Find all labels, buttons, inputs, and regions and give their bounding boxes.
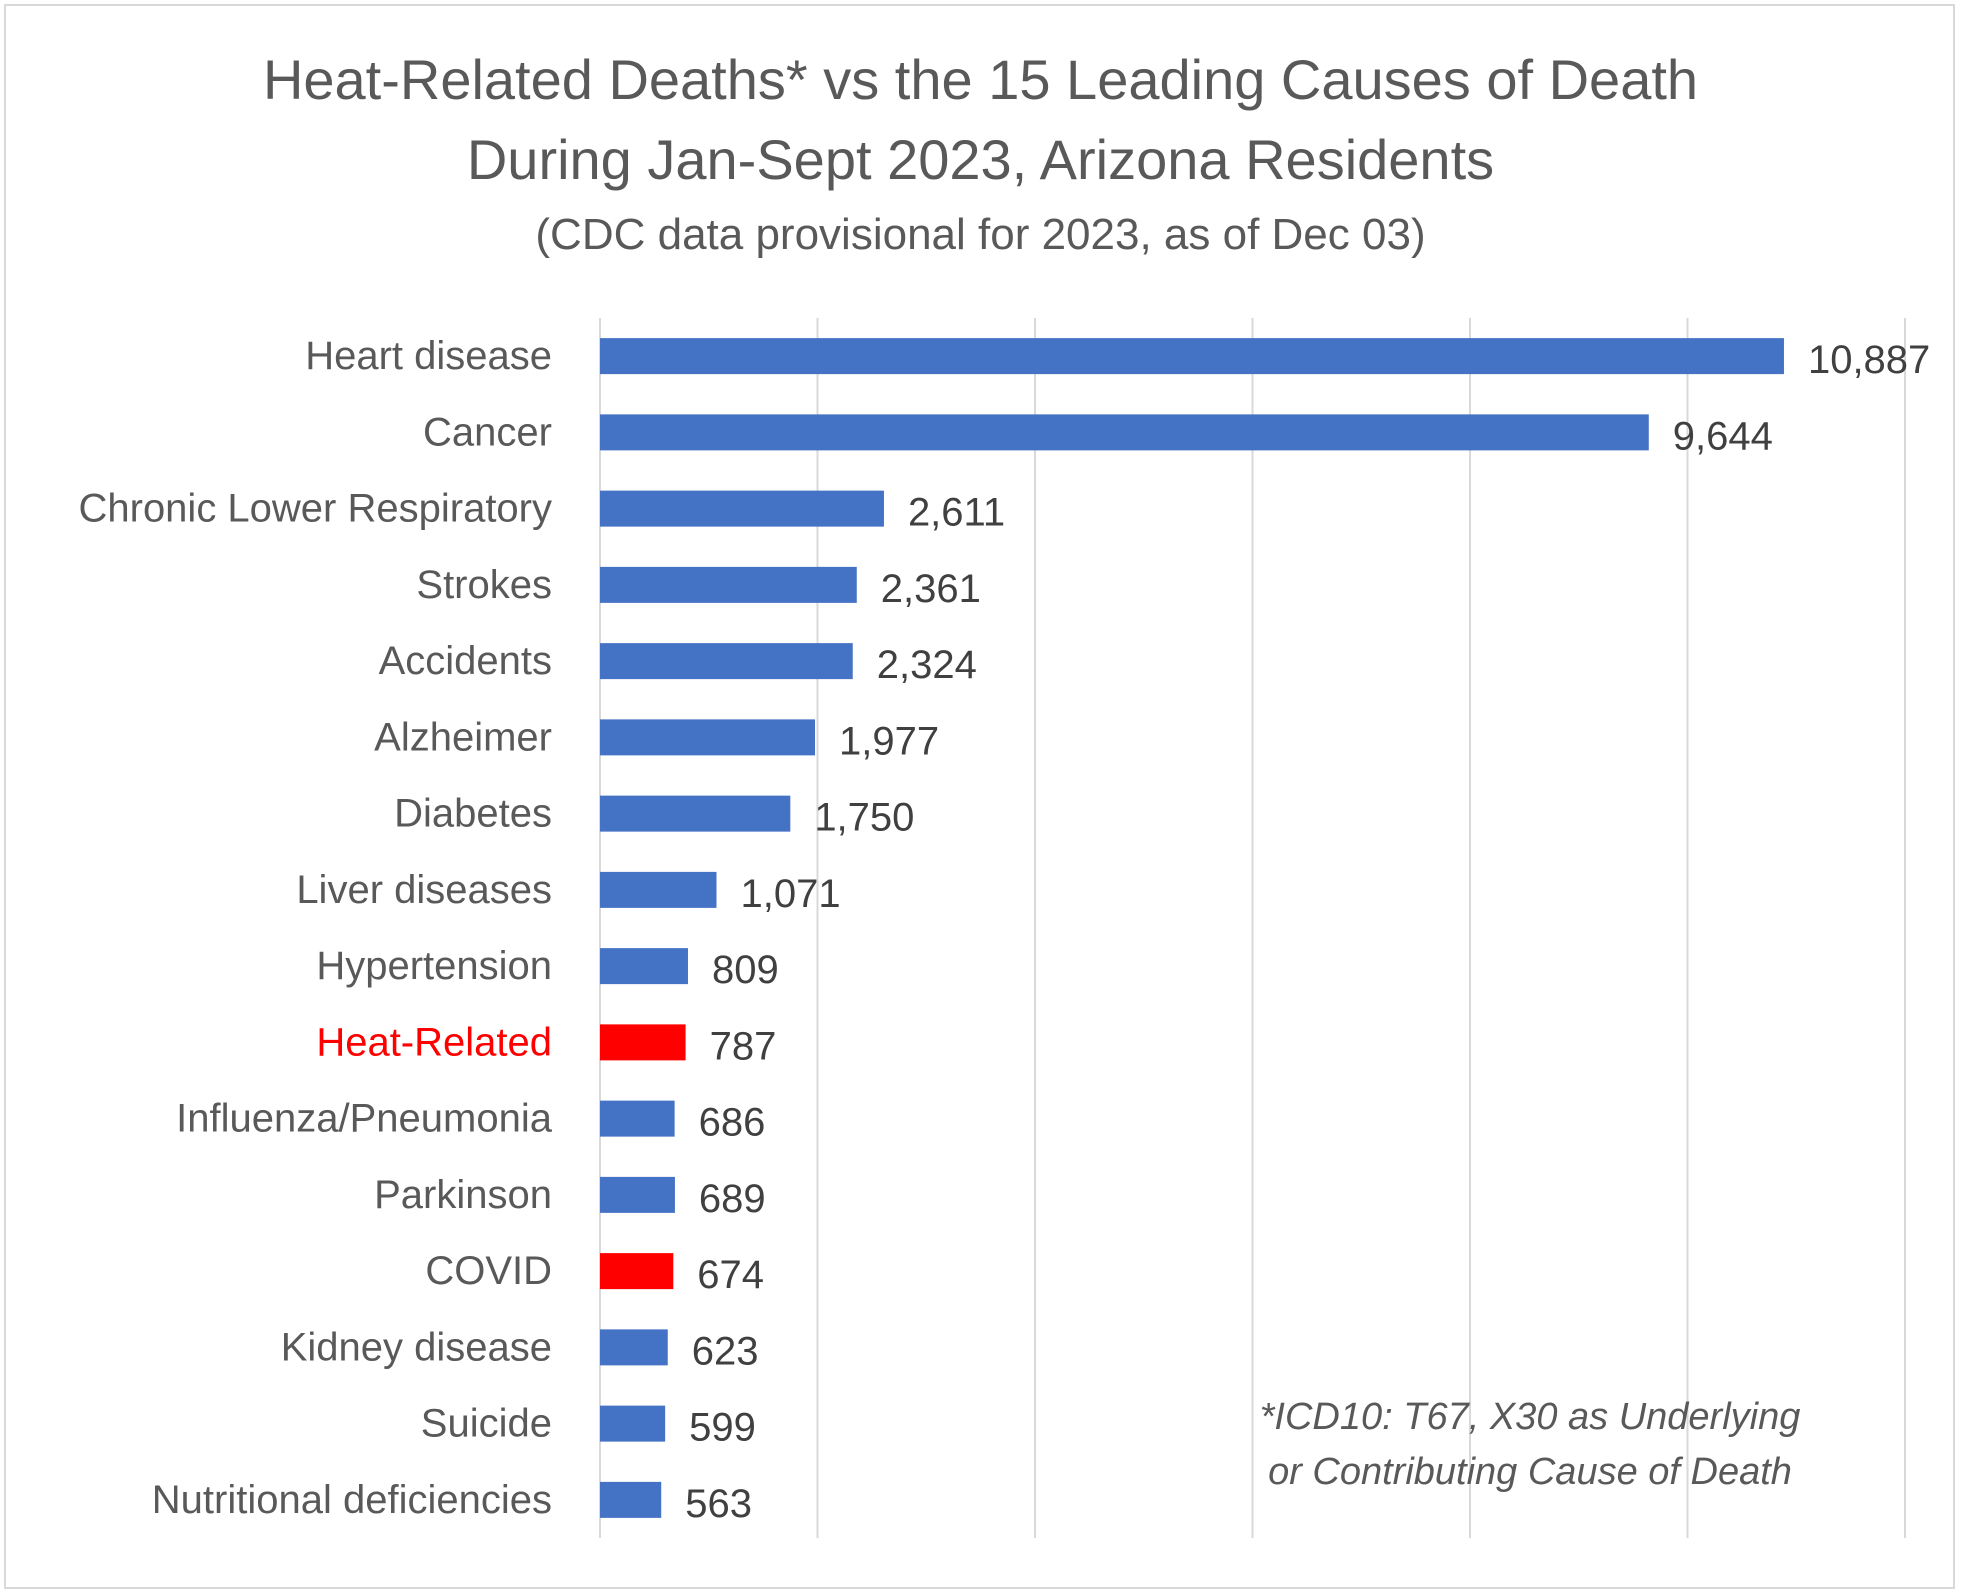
category-label-9: Heat-Related <box>316 1020 552 1064</box>
category-label-1: Cancer <box>423 410 552 454</box>
bar-1 <box>600 414 1649 451</box>
bar-12 <box>600 1253 674 1290</box>
category-label-14: Suicide <box>421 1402 552 1446</box>
value-label-7: 1,071 <box>740 872 840 916</box>
value-label-14: 599 <box>689 1406 756 1450</box>
bar-15 <box>600 1481 662 1518</box>
category-label-5: Alzheimer <box>374 715 552 759</box>
category-label-7: Liver diseases <box>296 868 552 912</box>
category-label-11: Parkinson <box>374 1173 552 1217</box>
chart-title-line-2: During Jan-Sept 2023, Arizona Residents <box>466 128 1495 191</box>
value-label-11: 689 <box>699 1177 766 1221</box>
footnote-line-2: or Contributing Cause of Death <box>1268 1451 1792 1493</box>
bar-11 <box>600 1176 675 1213</box>
bar-3 <box>600 566 857 603</box>
value-label-6: 1,750 <box>814 796 914 840</box>
value-label-2: 2,611 <box>908 491 1005 535</box>
value-label-8: 809 <box>712 948 779 992</box>
footnote-line-1: *ICD10: T67, X30 as Underlying <box>1259 1396 1801 1438</box>
bar-5 <box>600 719 815 756</box>
bar-9 <box>600 1024 686 1061</box>
category-label-8: Hypertension <box>316 944 552 988</box>
category-label-12: COVID <box>425 1249 552 1293</box>
bar-0 <box>600 338 1784 375</box>
category-label-4: Accidents <box>379 639 552 683</box>
value-label-1: 9,644 <box>1673 414 1773 458</box>
chart-title-block: Heat-Related Deaths* vs the 15 Leading C… <box>0 40 1961 270</box>
footnote: *ICD10: T67, X30 as Underlying or Contri… <box>1180 1390 1880 1500</box>
value-label-13: 623 <box>692 1329 759 1373</box>
chart-title-line-1: Heat-Related Deaths* vs the 15 Leading C… <box>262 48 1699 111</box>
value-label-3: 2,361 <box>881 567 981 611</box>
value-label-4: 2,324 <box>877 643 977 687</box>
chart-subtitle: (CDC data provisional for 2023, as of De… <box>535 210 1426 259</box>
value-label-0: 10,887 <box>1808 338 1930 382</box>
category-label-15: Nutritional deficiencies <box>152 1478 552 1522</box>
category-label-6: Diabetes <box>394 792 552 836</box>
category-label-3: Strokes <box>416 563 552 607</box>
category-label-13: Kidney disease <box>281 1325 552 1369</box>
value-label-12: 674 <box>697 1253 764 1297</box>
value-label-9: 787 <box>710 1024 777 1068</box>
bar-4 <box>600 643 853 680</box>
value-label-10: 686 <box>699 1101 766 1145</box>
category-label-10: Influenza/Pneumonia <box>176 1097 553 1141</box>
bar-13 <box>600 1329 668 1366</box>
category-label-0: Heart disease <box>305 334 552 378</box>
bar-6 <box>600 795 791 832</box>
bar-14 <box>600 1405 666 1442</box>
bar-2 <box>600 490 884 527</box>
value-label-5: 1,977 <box>839 719 939 763</box>
bar-8 <box>600 948 688 985</box>
category-label-2: Chronic Lower Respiratory <box>78 487 552 531</box>
value-label-15: 563 <box>685 1482 752 1526</box>
bar-7 <box>600 871 717 908</box>
chart-frame <box>4 4 1955 1589</box>
bar-10 <box>600 1100 675 1137</box>
